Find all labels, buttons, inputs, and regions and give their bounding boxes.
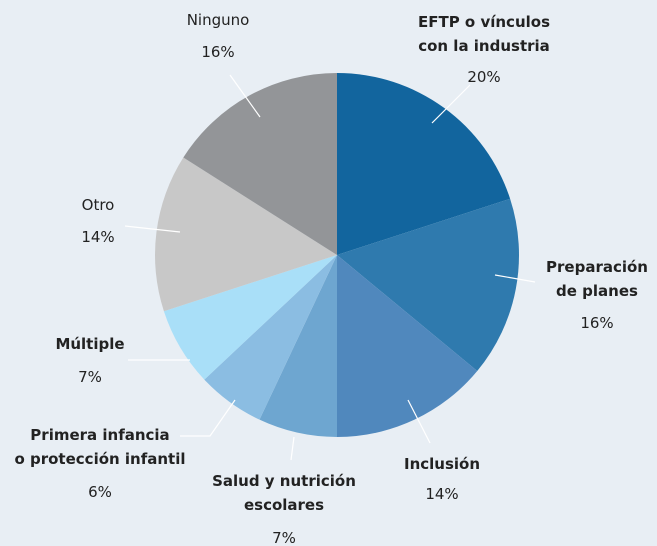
- slice-label: Primera infancia o protección infantil: [14, 426, 186, 468]
- pie-slice: [204, 255, 337, 420]
- pie-slice: [259, 255, 337, 437]
- leader-line: [124, 225, 181, 233]
- value-label: 14%: [425, 485, 459, 503]
- pie-slice: [163, 255, 337, 380]
- slice-label: Múltiple: [55, 335, 125, 353]
- value-label: 7%: [78, 368, 102, 386]
- leader-line: [494, 274, 536, 283]
- slice-label: EFTP o vínculos con la industria: [417, 13, 550, 55]
- pie-slice: [155, 157, 337, 312]
- slice-label: Inclusión: [403, 455, 481, 473]
- leader-line: [290, 436, 295, 461]
- value-label: 20%: [467, 68, 501, 86]
- pie-slice: [337, 255, 478, 437]
- pie-slice: [183, 73, 337, 255]
- value-label: 14%: [81, 228, 115, 246]
- pie-slice: [337, 73, 511, 255]
- slice-label: Salud y nutrición escolares: [212, 472, 356, 514]
- value-label: 16%: [201, 43, 235, 61]
- value-label: 7%: [272, 529, 296, 546]
- leader-line: [180, 399, 236, 437]
- leader-line: [229, 74, 261, 118]
- leader-line: [407, 399, 431, 444]
- value-label: 6%: [88, 483, 112, 501]
- value-label: 16%: [580, 314, 614, 332]
- slice-label: Preparación de planes: [546, 258, 648, 300]
- slice-label: Ninguno: [186, 11, 250, 29]
- pie-slice: [337, 198, 519, 372]
- leader-line: [431, 84, 471, 124]
- slice-label: Otro: [81, 196, 115, 214]
